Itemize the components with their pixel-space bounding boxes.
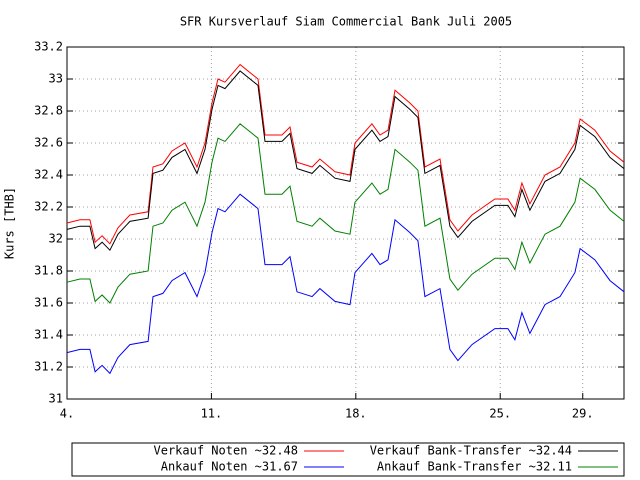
y-tick-label: 31.6	[34, 296, 63, 310]
y-tick-label: 31	[49, 392, 63, 406]
series-line	[66, 193, 625, 375]
y-tick-label: 32	[49, 232, 63, 246]
y-tick-label: 31.4	[34, 328, 63, 342]
y-tick-label: 32.2	[34, 200, 63, 214]
legend-box	[71, 442, 625, 477]
x-tick-label: 25.	[489, 407, 511, 421]
legend-label: Verkauf Noten ~32.48	[154, 444, 299, 458]
x-tick-label: 29.	[572, 407, 594, 421]
series-line	[66, 63, 625, 245]
plot-frame	[66, 46, 625, 400]
y-tick-label: 32.4	[34, 168, 63, 182]
y-tick-label: 31.2	[34, 360, 63, 374]
series-line	[66, 70, 625, 252]
y-tick-label: 33.2	[34, 40, 63, 54]
chart-title: SFR Kursverlauf Siam Commercial Bank Jul…	[180, 15, 512, 29]
legend-label: Ankauf Noten ~31.67	[161, 460, 298, 474]
legend-label: Ankauf Bank-Transfer ~32.11	[377, 460, 572, 474]
y-tick-label: 32.6	[34, 136, 63, 150]
x-tick-label: 4.	[60, 407, 74, 421]
legend-label: Verkauf Bank-Transfer ~32.44	[370, 444, 572, 458]
x-tick-label: 11.	[201, 407, 223, 421]
y-tick-label: 33	[49, 72, 63, 86]
y-tick-label: 31.8	[34, 264, 63, 278]
series-line	[66, 123, 625, 304]
x-tick-label: 18.	[345, 407, 367, 421]
y-axis-label: Kurs [THB]	[3, 187, 17, 259]
y-tick-label: 32.8	[34, 104, 63, 118]
